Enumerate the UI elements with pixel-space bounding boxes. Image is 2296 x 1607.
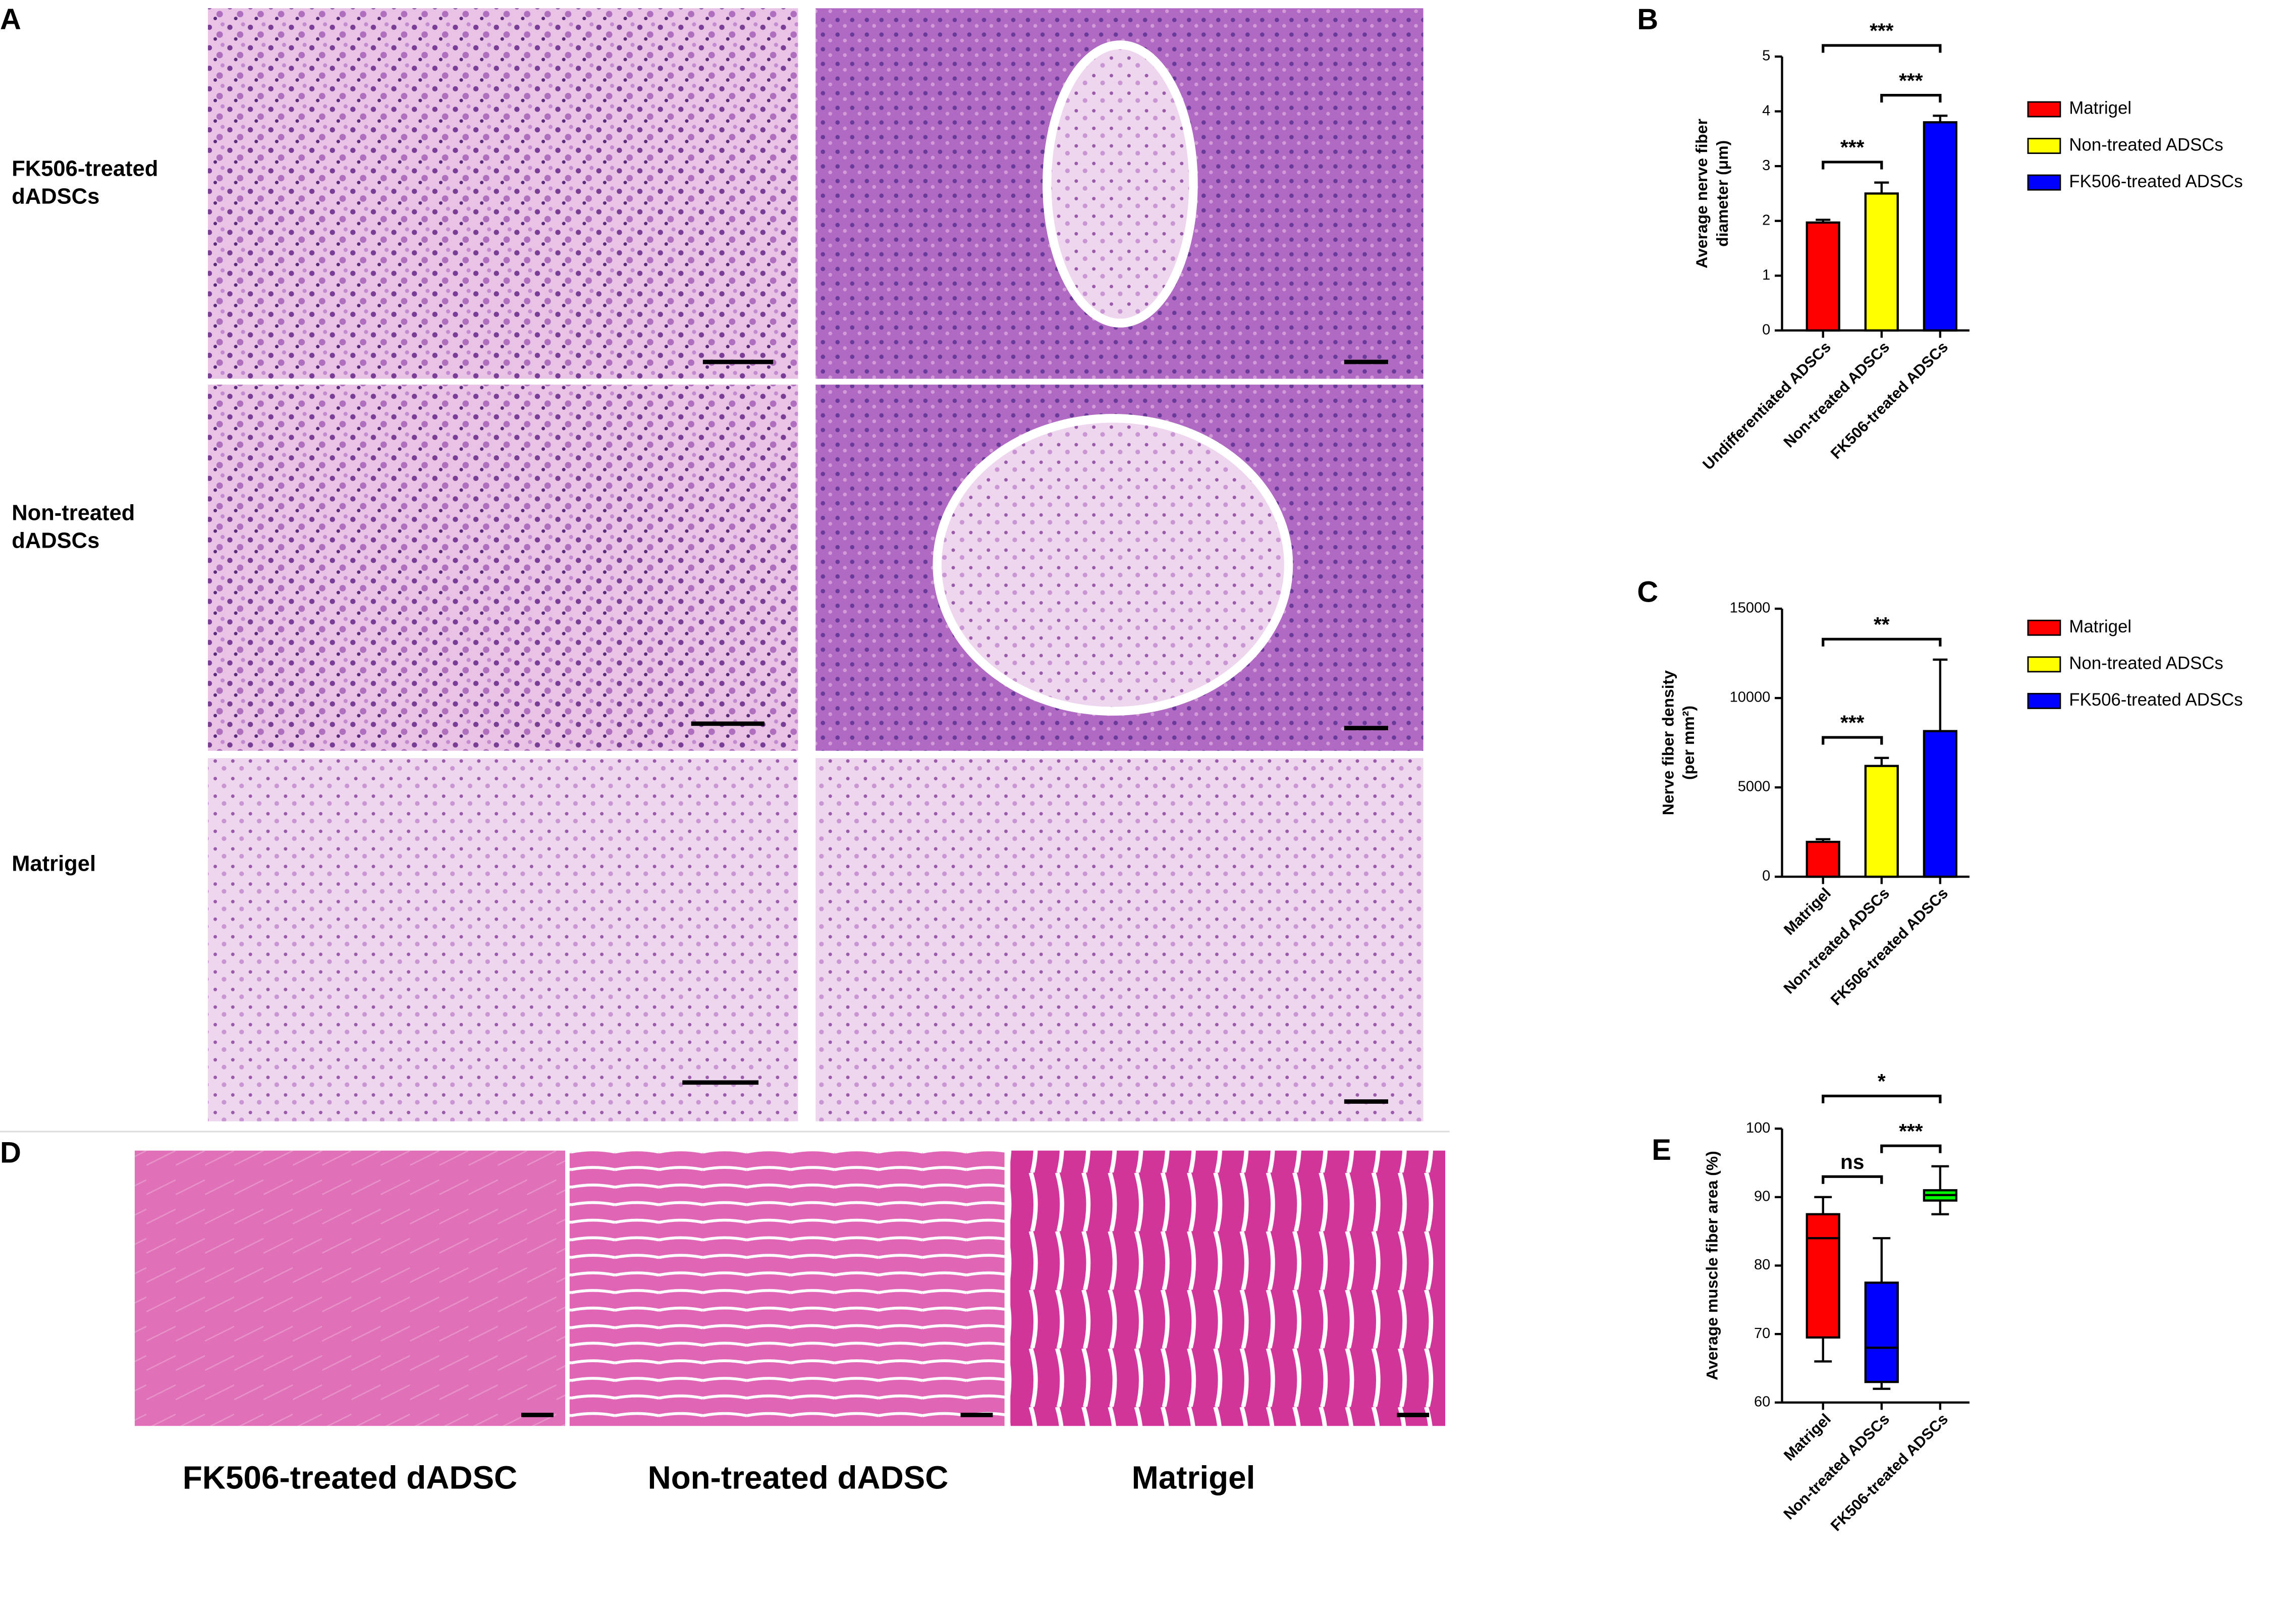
box <box>1806 1213 1840 1339</box>
significance-label: *** <box>1840 136 1865 159</box>
panel-letter: B <box>1637 3 1658 36</box>
legend-label: Matrigel <box>2069 617 2131 636</box>
scale-bar <box>960 1413 993 1417</box>
scale-bar <box>691 721 764 726</box>
y-tick-label: 1 <box>1762 267 1770 283</box>
scale-bar <box>521 1413 554 1417</box>
bar <box>1923 730 1957 878</box>
significance-bracket <box>1880 1144 1942 1153</box>
significance-bracket <box>1822 1175 1883 1184</box>
y-tick-label: 0 <box>1762 868 1770 884</box>
x-tick-label: Matrigel <box>1780 1410 1834 1464</box>
x-tick-label: FK506-treated ADSCs <box>1827 885 1951 1009</box>
y-axis-label: Average nerve fiber <box>1692 119 1711 269</box>
significance-label: *** <box>1870 19 1894 42</box>
significance-label: *** <box>1899 1119 1923 1143</box>
scale-bar <box>1344 359 1388 364</box>
legend-label: Matrigel <box>2069 98 2131 118</box>
bar <box>1923 121 1957 332</box>
legend-swatch <box>2027 619 2061 636</box>
row-label: Matrigel <box>12 851 96 876</box>
bar <box>1806 840 1840 878</box>
bar <box>1806 221 1840 332</box>
x-tick-label: Non-treated ADSCs <box>1780 885 1893 997</box>
row-label: FK506-treated <box>12 156 158 181</box>
significance-label: *** <box>1899 69 1923 92</box>
histology-image <box>208 8 798 379</box>
bar <box>1864 192 1899 332</box>
significance-label: ns <box>1840 1150 1864 1173</box>
panel-letter: A <box>0 3 21 36</box>
significance-bracket <box>1822 736 1883 745</box>
y-tick-label: 70 <box>1754 1325 1770 1342</box>
legend-swatch <box>2027 174 2061 191</box>
y-tick-label: 0 <box>1762 322 1770 338</box>
panel-d-label: Non-treated dADSC <box>648 1459 949 1495</box>
panel-d-label: Matrigel <box>1132 1459 1255 1495</box>
histology-image <box>815 758 1424 1121</box>
y-axis-label: Average muscle fiber area (%) <box>1703 1151 1721 1380</box>
y-axis-label: Nerve fiber density <box>1659 670 1677 816</box>
significance-label: ** <box>1874 613 1890 636</box>
y-tick-label: 10000 <box>1730 689 1771 706</box>
significance-bracket <box>1822 637 1942 647</box>
y-axis-label: (per mm²) <box>1679 706 1698 780</box>
x-tick-label: Non-treated ADSCs <box>1780 1410 1893 1523</box>
y-tick-label: 15000 <box>1730 600 1771 616</box>
y-tick-label: 2 <box>1762 212 1770 228</box>
scale-bar <box>1344 1099 1388 1104</box>
y-tick-label: 3 <box>1762 157 1770 174</box>
legend-label: Non-treated ADSCs <box>2069 135 2223 154</box>
histology-image <box>208 758 798 1121</box>
y-tick-label: 4 <box>1762 102 1770 119</box>
x-tick-label: FK506-treated ADSCs <box>1827 338 1951 462</box>
x-tick-label: Matrigel <box>1780 885 1834 939</box>
panel-letter: E <box>1652 1134 1671 1166</box>
y-axis-label: diameter (μm) <box>1713 140 1731 247</box>
y-tick-label: 80 <box>1754 1257 1770 1273</box>
legend-swatch <box>2027 656 2061 673</box>
legend-swatch <box>2027 138 2061 154</box>
row-label: dADSCs <box>12 185 99 209</box>
significance-bracket <box>1822 160 1883 170</box>
significance-bracket <box>1880 94 1942 103</box>
significance-bracket <box>1822 44 1942 53</box>
y-tick-label: 60 <box>1754 1394 1770 1410</box>
row-label: dADSCs <box>12 529 99 553</box>
legend-swatch <box>2027 692 2061 709</box>
histology-image <box>134 1150 566 1426</box>
scale-bar <box>1397 1413 1430 1417</box>
y-tick-label: 90 <box>1754 1189 1770 1205</box>
nerve-bundle <box>1043 40 1198 328</box>
legend-label: FK506-treated ADSCs <box>2069 690 2243 710</box>
scale-bar <box>682 1080 759 1085</box>
histology-image <box>208 385 798 751</box>
y-tick-label: 100 <box>1746 1120 1770 1136</box>
histology-image <box>569 1150 1005 1426</box>
histology-image <box>1010 1150 1446 1426</box>
significance-bracket <box>1822 1094 1942 1104</box>
scale-bar <box>702 359 774 364</box>
scale-bar <box>1344 726 1388 730</box>
x-tick-label: Non-treated ADSCs <box>1780 338 1893 451</box>
y-tick-label: 5 <box>1762 48 1770 64</box>
x-tick-label: FK506-treated ADSCs <box>1827 1410 1951 1534</box>
panel-letter: D <box>0 1137 21 1169</box>
significance-label: *** <box>1840 711 1865 734</box>
bar <box>1864 765 1899 878</box>
box <box>1864 1281 1899 1383</box>
nerve-bundle <box>933 414 1293 716</box>
panel-a-images <box>208 8 1424 1121</box>
legend-label: FK506-treated ADSCs <box>2069 172 2243 191</box>
panel-d-label: FK506-treated dADSC <box>183 1459 517 1495</box>
panel-d-images <box>134 1150 1446 1426</box>
significance-label: * <box>1878 1069 1886 1093</box>
panel-letter: C <box>1637 575 1658 608</box>
y-tick-label: 5000 <box>1738 779 1771 795</box>
row-label: Non-treated <box>12 501 135 525</box>
legend-swatch <box>2027 101 2061 118</box>
legend-label: Non-treated ADSCs <box>2069 654 2223 673</box>
